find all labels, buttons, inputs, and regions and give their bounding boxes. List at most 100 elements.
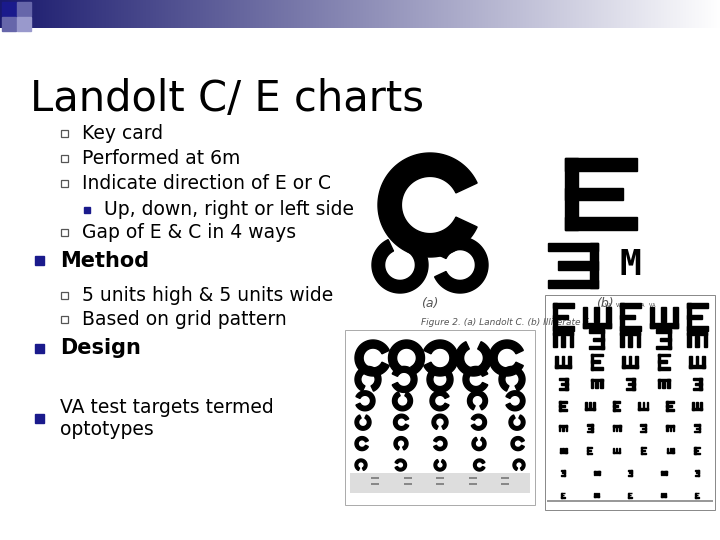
Bar <box>596 471 597 475</box>
Bar <box>559 378 567 380</box>
Bar <box>545 295 715 510</box>
Polygon shape <box>433 437 447 450</box>
Bar <box>686 303 691 331</box>
Bar <box>642 402 644 408</box>
Polygon shape <box>432 414 448 429</box>
Bar <box>640 424 647 426</box>
Bar <box>660 470 667 471</box>
Bar <box>84 206 90 213</box>
Bar <box>647 402 649 410</box>
Bar <box>582 307 588 327</box>
Bar <box>616 448 617 452</box>
Bar <box>606 307 611 327</box>
Bar <box>699 378 701 390</box>
Bar <box>660 338 671 341</box>
Bar <box>564 470 565 476</box>
Polygon shape <box>434 460 446 471</box>
Bar <box>559 426 560 431</box>
Bar <box>590 243 598 288</box>
Text: Method: Method <box>60 251 149 271</box>
Bar <box>600 329 604 349</box>
Bar <box>590 379 603 381</box>
Bar <box>619 303 624 331</box>
Bar <box>469 477 477 479</box>
Bar <box>657 354 660 369</box>
Bar <box>631 470 632 476</box>
Bar <box>666 426 674 427</box>
Bar <box>667 448 668 453</box>
Bar <box>695 492 696 497</box>
Bar <box>559 401 567 403</box>
Bar <box>552 326 574 331</box>
Bar <box>660 470 662 475</box>
Bar <box>687 332 690 347</box>
Bar <box>588 450 591 451</box>
Text: Up, down, right or left side: Up, down, right or left side <box>104 200 354 219</box>
Bar <box>670 427 671 431</box>
Bar <box>548 280 598 288</box>
Bar <box>590 354 593 369</box>
Bar <box>613 401 621 403</box>
Bar <box>665 493 666 497</box>
Bar <box>626 378 634 380</box>
Bar <box>35 344 44 353</box>
Bar <box>559 388 567 390</box>
Polygon shape <box>355 340 390 376</box>
Polygon shape <box>467 391 487 410</box>
Bar <box>645 424 647 432</box>
Bar <box>703 332 707 347</box>
Bar <box>565 378 567 390</box>
Polygon shape <box>392 392 413 411</box>
Bar <box>667 409 674 411</box>
Bar <box>689 364 705 368</box>
Polygon shape <box>511 437 524 450</box>
Polygon shape <box>472 414 487 430</box>
Bar <box>692 408 702 410</box>
Bar <box>594 307 599 322</box>
Bar <box>613 401 615 411</box>
Bar <box>663 493 664 496</box>
Bar <box>548 243 598 251</box>
Bar <box>695 383 701 385</box>
Bar <box>565 217 637 230</box>
Polygon shape <box>489 340 523 376</box>
Bar <box>35 256 44 265</box>
Bar <box>561 492 565 494</box>
Bar <box>469 483 477 485</box>
Bar <box>613 448 614 453</box>
Bar <box>698 424 700 432</box>
Bar <box>661 496 666 497</box>
Polygon shape <box>423 340 458 376</box>
Bar <box>696 472 699 473</box>
Bar <box>501 477 509 479</box>
Bar <box>694 447 700 448</box>
Bar <box>696 402 698 408</box>
Bar <box>686 314 702 320</box>
Bar <box>587 431 593 432</box>
Bar <box>640 431 647 432</box>
Bar <box>696 355 698 364</box>
Bar <box>61 155 68 161</box>
Bar <box>565 158 637 171</box>
Bar <box>61 229 68 235</box>
Bar <box>666 426 667 431</box>
Bar <box>561 470 565 471</box>
Bar <box>616 427 617 431</box>
Bar <box>662 381 665 388</box>
Bar <box>61 131 68 137</box>
Bar <box>686 303 708 308</box>
Bar <box>552 314 568 320</box>
Bar <box>619 303 641 308</box>
Bar <box>694 431 700 432</box>
Bar <box>642 428 647 429</box>
Bar <box>657 379 660 388</box>
Bar <box>552 303 557 331</box>
Bar <box>501 483 509 485</box>
Text: VA   VA   VA   VA   VA: VA VA VA VA VA <box>605 303 655 308</box>
Polygon shape <box>427 368 453 393</box>
Bar <box>561 475 565 476</box>
Bar <box>613 452 620 453</box>
Bar <box>656 346 671 349</box>
Bar <box>558 261 598 269</box>
Bar <box>628 475 632 476</box>
